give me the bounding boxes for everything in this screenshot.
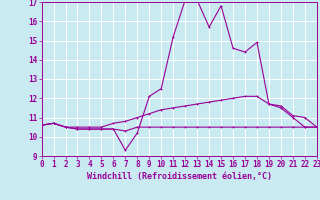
X-axis label: Windchill (Refroidissement éolien,°C): Windchill (Refroidissement éolien,°C) — [87, 172, 272, 181]
